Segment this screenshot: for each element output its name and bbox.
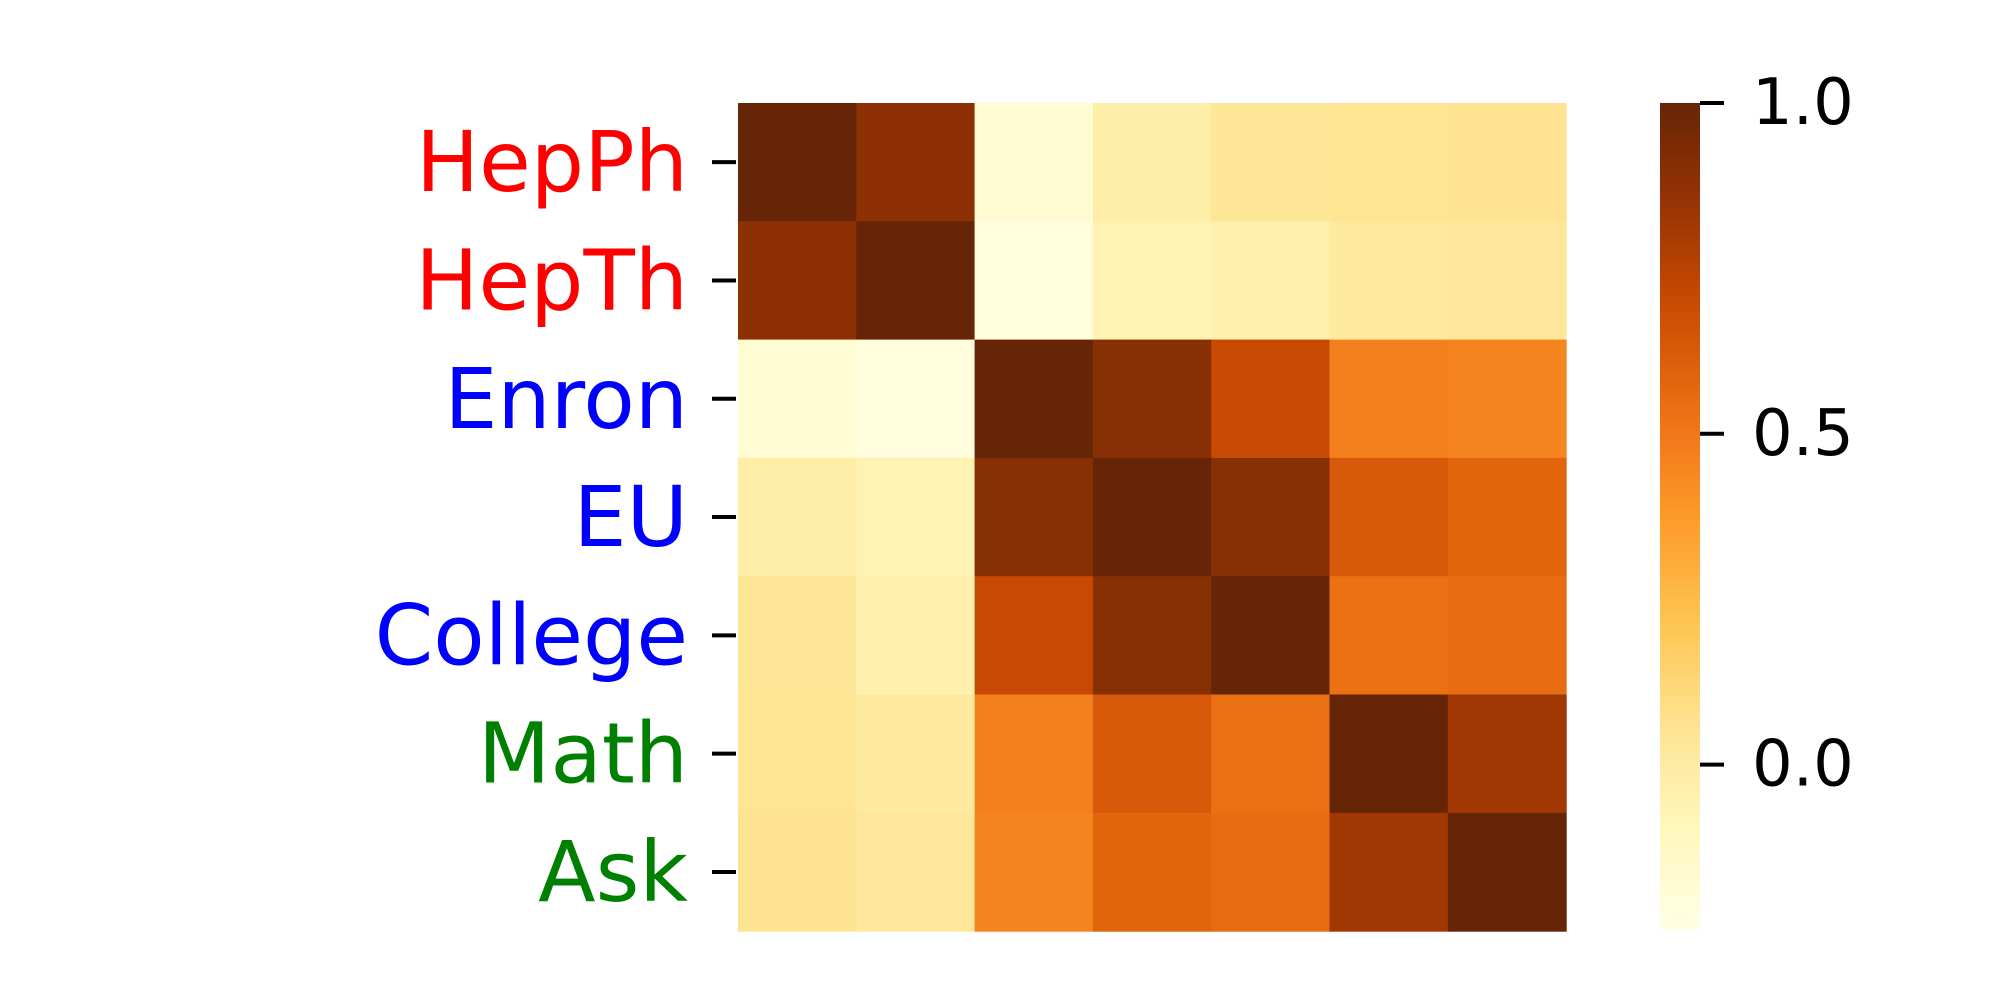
- heatmap-cell-ask-ask: [1447, 812, 1567, 932]
- heatmap-cell-college-eu: [1092, 576, 1212, 696]
- heatmap-cell-ask-enron: [974, 812, 1094, 932]
- heatmap-cell-college-math: [1329, 576, 1449, 696]
- heatmap-cell-ask-college: [1211, 812, 1331, 932]
- heatmap-cell-enron-math: [1329, 339, 1449, 459]
- row-label-college: College: [375, 586, 688, 684]
- heatmap-cell-hepth-hepth: [856, 221, 976, 341]
- heatmap-cell-eu-hepph: [738, 457, 857, 577]
- row-label-hepph: HepPh: [416, 113, 688, 211]
- heatmap-cell-enron-hepth: [856, 339, 976, 459]
- heatmap-cell-enron-hepph: [738, 339, 857, 459]
- heatmap-cell-enron-ask: [1447, 339, 1567, 459]
- heatmap-cell-math-college: [1211, 694, 1331, 814]
- colorbar-tick-label-0: 1.0: [1752, 66, 1854, 140]
- heatmap-cell-ask-eu: [1092, 812, 1212, 932]
- row-labels: HepPh HepTh Enron EU College Math Ask: [375, 113, 736, 921]
- heatmap-cell-hepth-college: [1211, 221, 1331, 341]
- heatmap-cell-hepph-math: [1329, 103, 1449, 222]
- row-label-math: Math: [478, 705, 688, 803]
- row-label-eu: EU: [573, 468, 688, 566]
- heatmap-cell-college-enron: [974, 576, 1094, 696]
- heatmap-cell-hepph-ask: [1447, 103, 1567, 222]
- heatmap-cell-hepth-hepph: [738, 221, 857, 341]
- heatmap-cell-hepth-math: [1329, 221, 1449, 341]
- heatmap-cell-eu-eu: [1092, 457, 1212, 577]
- heatmap-cell-hepph-hepph: [738, 103, 857, 222]
- heatmap-cell-math-math: [1329, 694, 1449, 814]
- heatmap-cell-college-hepph: [738, 576, 857, 696]
- heatmap-cell-enron-eu: [1092, 339, 1212, 459]
- colorbar-tick-label-2: 0.0: [1752, 728, 1854, 802]
- heatmap-cells: [738, 103, 1567, 932]
- heatmap-cell-eu-enron: [974, 457, 1094, 577]
- heatmap-cell-eu-college: [1211, 457, 1331, 577]
- row-label-enron: Enron: [444, 350, 688, 448]
- heatmap-cell-math-ask: [1447, 694, 1567, 814]
- heatmap-cell-college-ask: [1447, 576, 1567, 696]
- heatmap-cell-college-hepth: [856, 576, 976, 696]
- heatmap-cell-hepph-eu: [1092, 103, 1212, 222]
- row-label-hepth: HepTh: [415, 231, 688, 329]
- heatmap-cell-math-enron: [974, 694, 1094, 814]
- heatmap-cell-ask-math: [1329, 812, 1449, 932]
- row-label-ask: Ask: [538, 823, 688, 921]
- heatmap-cell-ask-hepth: [856, 812, 976, 932]
- colorbar-tick-label-1: 0.5: [1752, 397, 1854, 471]
- colorbar-gradient: [1660, 103, 1700, 930]
- heatmap-cell-ask-hepph: [738, 812, 857, 932]
- heatmap-cell-hepph-hepth: [856, 103, 976, 222]
- colorbar-ticks: 1.0 0.5 0.0: [1700, 66, 1854, 802]
- heatmap-cell-hepph-college: [1211, 103, 1331, 222]
- heatmap-cell-eu-math: [1329, 457, 1449, 577]
- heatmap-cell-college-college: [1211, 576, 1331, 696]
- colorbar: [1660, 103, 1700, 930]
- heatmap-cell-hepph-enron: [974, 103, 1094, 222]
- heatmap-cell-enron-enron: [974, 339, 1094, 459]
- heatmap-cell-hepth-enron: [974, 221, 1094, 341]
- heatmap-cell-eu-ask: [1447, 457, 1567, 577]
- heatmap-cell-math-hepth: [856, 694, 976, 814]
- heatmap-cell-eu-hepth: [856, 457, 976, 577]
- heatmap-cell-enron-college: [1211, 339, 1331, 459]
- heatmap-cell-hepth-eu: [1092, 221, 1212, 341]
- heatmap-cell-math-hepph: [738, 694, 857, 814]
- heatmap-cell-math-eu: [1092, 694, 1212, 814]
- heatmap-cell-hepth-ask: [1447, 221, 1567, 341]
